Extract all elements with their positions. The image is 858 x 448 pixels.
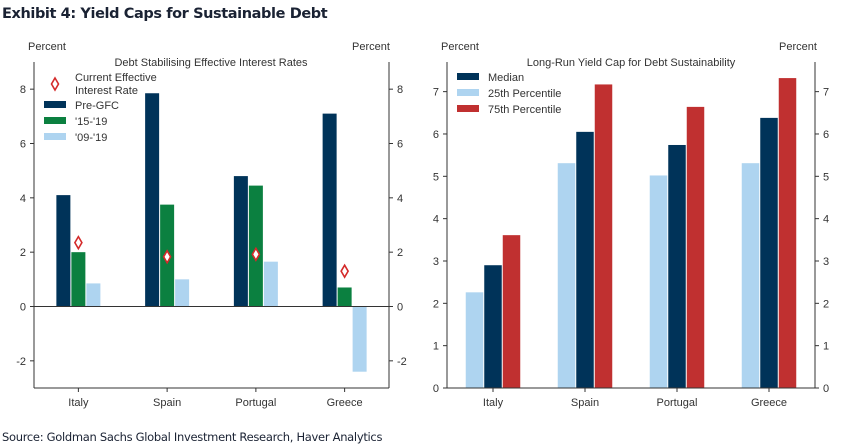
- chart2-y-tick-label-left: 0: [433, 383, 439, 395]
- chart1-bar--15-19-portugal: [248, 185, 263, 307]
- chart2-title: Long-Run Yield Cap for Debt Sustainabili…: [527, 57, 736, 69]
- chart2-bar-median-italy: [484, 265, 502, 388]
- chart2-x-tick-label-italy: Italy: [483, 397, 504, 409]
- chart2-y-tick-label-left: 5: [433, 171, 439, 183]
- chart1-bar-pre-gfc-portugal: [233, 176, 248, 307]
- chart1-x-tick-label-portugal: Portugal: [235, 397, 276, 409]
- chart2-y-tick-label-right: 2: [823, 298, 829, 310]
- chart1-legend-label-marker-line2: Interest Rate: [75, 85, 138, 97]
- chart1-y-tick-label-right: 6: [397, 139, 403, 151]
- chart2-bar-25th-percentile-portugal: [649, 175, 668, 388]
- chart2-y-tick-label-right: 4: [823, 214, 829, 226]
- exhibit-title: Exhibit 4: Yield Caps for Sustainable De…: [2, 6, 328, 22]
- chart2-bar-75th-percentile-italy: [502, 235, 521, 388]
- chart2-bar-25th-percentile-italy: [465, 292, 484, 388]
- chart1-y-tick-label-left: 8: [20, 84, 26, 96]
- chart1-bar--15-19-greece: [337, 287, 352, 307]
- chart2-bar-75th-percentile-greece: [778, 78, 797, 388]
- chart2-y-tick-label-left: 6: [433, 129, 439, 141]
- chart1-bar--09-19-greece: [352, 306, 367, 372]
- chart2-legend-label: 75th Percentile: [488, 104, 561, 116]
- chart2-y-tick-label-left: 3: [433, 256, 439, 268]
- chart1-bar--09-19-italy: [86, 283, 101, 307]
- chart1-bar-pre-gfc-greece: [322, 113, 337, 307]
- chart1-legend-label-marker-line1: Current Effective: [75, 72, 157, 84]
- chart2-bar-75th-percentile-spain: [594, 84, 613, 388]
- chart2-legend-swatch: [457, 105, 479, 112]
- chart1-x-tick-label-spain: Spain: [153, 397, 181, 409]
- chart1-bar--15-19-italy: [71, 252, 86, 307]
- chart1-y-tick-label-left: 2: [20, 247, 26, 259]
- chart1-y-axis-label-right: Percent: [352, 41, 390, 53]
- chart2-bar-median-portugal: [668, 144, 686, 388]
- chart1-marker-current-effective-rate-italy: [73, 235, 83, 251]
- chart1-legend-label: Pre-GFC: [75, 100, 119, 112]
- source-note: Source: Goldman Sachs Global Investment …: [2, 430, 383, 444]
- chart2-bar-median-spain: [576, 131, 594, 388]
- chart1-marker-current-effective-rate-portugal: [251, 246, 261, 262]
- chart1-marker-current-effective-rate-spain: [162, 249, 172, 265]
- chart1-bar--09-19-spain: [175, 279, 190, 307]
- chart2-bar-25th-percentile-spain: [557, 163, 576, 388]
- chart2-y-axis-label-left: Percent: [441, 41, 479, 53]
- chart2-y-tick-label-right: 5: [823, 171, 829, 183]
- chart2-y-tick-label-right: 3: [823, 256, 829, 268]
- chart2-y-tick-label-right: 6: [823, 129, 829, 141]
- chart2-bar-median-greece: [760, 117, 778, 388]
- chart1-y-axis-label-left: Percent: [28, 41, 66, 53]
- chart1-legend-label: '09-'19: [75, 132, 107, 144]
- chart2-x-tick-label-portugal: Portugal: [657, 397, 698, 409]
- chart2-y-axis-label-right: Percent: [779, 41, 817, 53]
- chart2-x-tick-label-spain: Spain: [571, 397, 599, 409]
- chart1-legend-swatch: [44, 101, 66, 108]
- chart1-marker-current-effective-rate-greece: [340, 263, 350, 279]
- chart1-y-tick-label-right: 8: [397, 84, 403, 96]
- chart1-legend-label: '15-'19: [75, 116, 107, 128]
- chart1-legend-marker-icon: [50, 76, 60, 92]
- chart1-y-tick-label-left: 4: [20, 193, 26, 205]
- chart2-y-tick-label-left: 7: [433, 87, 439, 99]
- chart2-y-tick-label-right: 0: [823, 383, 829, 395]
- chart2-bar-75th-percentile-portugal: [686, 106, 705, 388]
- chart1-legend-swatch: [44, 117, 66, 124]
- chart2-legend-label: 25th Percentile: [488, 88, 561, 100]
- chart2-y-tick-label-right: 1: [823, 341, 829, 353]
- chart2-legend-label: Median: [488, 72, 524, 84]
- chart1-x-tick-label-italy: Italy: [68, 397, 89, 409]
- chart2-y-tick-label-left: 4: [433, 214, 439, 226]
- chart2-legend-swatch: [457, 73, 479, 80]
- chart1-bar--09-19-portugal: [263, 261, 278, 307]
- chart1-y-tick-label-right: -2: [397, 356, 407, 368]
- chart1-title: Debt Stabilising Effective Interest Rate…: [114, 57, 308, 69]
- chart1-y-tick-label-right: 4: [397, 193, 403, 205]
- chart2-y-tick-label-right: 7: [823, 87, 829, 99]
- chart2-legend-swatch: [457, 89, 479, 96]
- chart2-y-tick-label-left: 1: [433, 341, 439, 353]
- chart1-y-tick-label-right: 2: [397, 247, 403, 259]
- chart1-bar-pre-gfc-spain: [145, 93, 160, 307]
- chart1-y-tick-label-left: 6: [20, 139, 26, 151]
- chart1-y-tick-label-left: 0: [20, 302, 26, 314]
- chart2-y-tick-label-left: 2: [433, 298, 439, 310]
- chart1-legend-swatch: [44, 133, 66, 140]
- chart1-y-tick-label-left: -2: [16, 356, 26, 368]
- chart1-bar-pre-gfc-italy: [56, 195, 71, 307]
- chart2-x-tick-label-greece: Greece: [751, 397, 787, 409]
- chart1-x-tick-label-greece: Greece: [327, 397, 363, 409]
- chart2-bar-25th-percentile-greece: [741, 163, 760, 388]
- chart1-y-tick-label-right: 0: [397, 302, 403, 314]
